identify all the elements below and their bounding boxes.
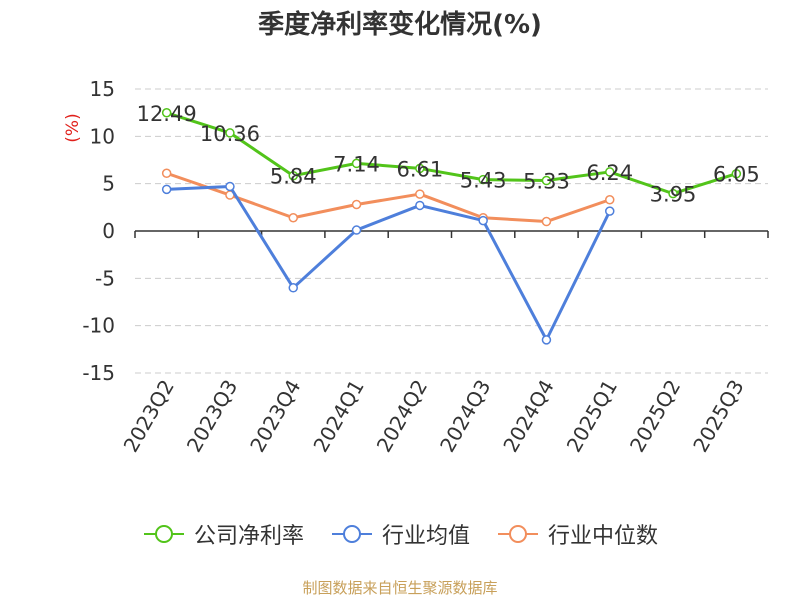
data-label: 5.33 — [523, 170, 570, 194]
legend: 公司净利率 行业均值 行业中位数 — [0, 518, 800, 550]
legend-label: 行业均值 — [381, 524, 470, 549]
data-point — [541, 335, 552, 345]
data-point — [225, 128, 235, 138]
legend-item-industry-median[interactable]: 行业中位数 — [496, 518, 658, 550]
data-point — [351, 158, 362, 169]
source-note: 制图数据来自恒生聚源数据库 — [302, 579, 498, 597]
y-tick-label: -15 — [82, 361, 115, 385]
data-point — [668, 188, 678, 199]
x-tick-label: 2025Q2 — [625, 376, 685, 457]
data-point — [161, 184, 172, 195]
data-label: 6.24 — [586, 161, 633, 185]
x-tick-label: 2025Q3 — [688, 376, 748, 457]
data-point — [605, 195, 615, 205]
y-tick-label: 10 — [90, 124, 115, 148]
x-tick-label: 2024Q4 — [498, 376, 558, 457]
data-point — [288, 283, 298, 293]
legend-line-icon — [498, 525, 538, 543]
data-point — [541, 175, 552, 186]
x-tick-label: 2025Q1 — [562, 376, 622, 457]
data-point — [478, 174, 488, 185]
legend-label: 行业中位数 — [548, 524, 659, 549]
series-layer — [161, 108, 742, 345]
data-label: 12.49 — [137, 102, 197, 126]
data-point — [605, 167, 615, 177]
data-label: 5.43 — [460, 169, 507, 193]
x-tick-label: 2024Q1 — [308, 376, 368, 457]
data-point — [541, 216, 552, 227]
data-point — [605, 206, 615, 216]
data-point — [161, 168, 172, 179]
data-point — [415, 200, 425, 211]
x-tick-label: 2024Q2 — [372, 376, 432, 457]
y-tick-label: -5 — [95, 266, 115, 290]
data-point — [415, 189, 425, 199]
data-point — [731, 168, 742, 179]
data-point — [351, 225, 362, 235]
series-line — [166, 185, 612, 342]
y-tick-label: 15 — [90, 77, 115, 101]
y-tick-label: -10 — [82, 314, 115, 338]
data-point — [288, 212, 298, 223]
data-label: 6.05 — [713, 163, 760, 187]
y-tick-label: 5 — [102, 172, 115, 196]
data-label: 3.95 — [650, 183, 697, 207]
y-axis-unit-label: (%) — [63, 113, 83, 142]
data-point — [351, 199, 362, 210]
data-point — [478, 215, 488, 226]
legend-item-company[interactable]: 公司净利率 — [142, 518, 304, 550]
legend-label: 公司净利率 — [193, 524, 304, 549]
grid-layer — [135, 88, 768, 374]
data-point — [161, 108, 172, 118]
series-line — [166, 111, 737, 196]
x-tick-label: 2024Q3 — [435, 376, 495, 457]
legend-line-icon — [331, 525, 372, 543]
data-label: 6.61 — [396, 157, 443, 181]
series-line — [166, 171, 611, 224]
chart-title: 季度净利率变化情况(%) — [258, 10, 542, 40]
data-point — [288, 170, 298, 181]
legend-item-industry-mean[interactable]: 行业均值 — [330, 518, 470, 550]
data-label: 5.84 — [270, 165, 317, 189]
x-tick-label: 2023Q4 — [245, 376, 305, 457]
data-label: 7.14 — [333, 152, 380, 176]
x-tick-label: 2023Q2 — [119, 376, 179, 457]
legend-line-icon — [143, 525, 184, 543]
data-point — [415, 163, 425, 174]
data-point — [225, 181, 235, 192]
x-tick-label: 2023Q3 — [182, 376, 242, 457]
data-label: 10.36 — [200, 122, 260, 146]
y-tick-label: 0 — [102, 219, 115, 243]
